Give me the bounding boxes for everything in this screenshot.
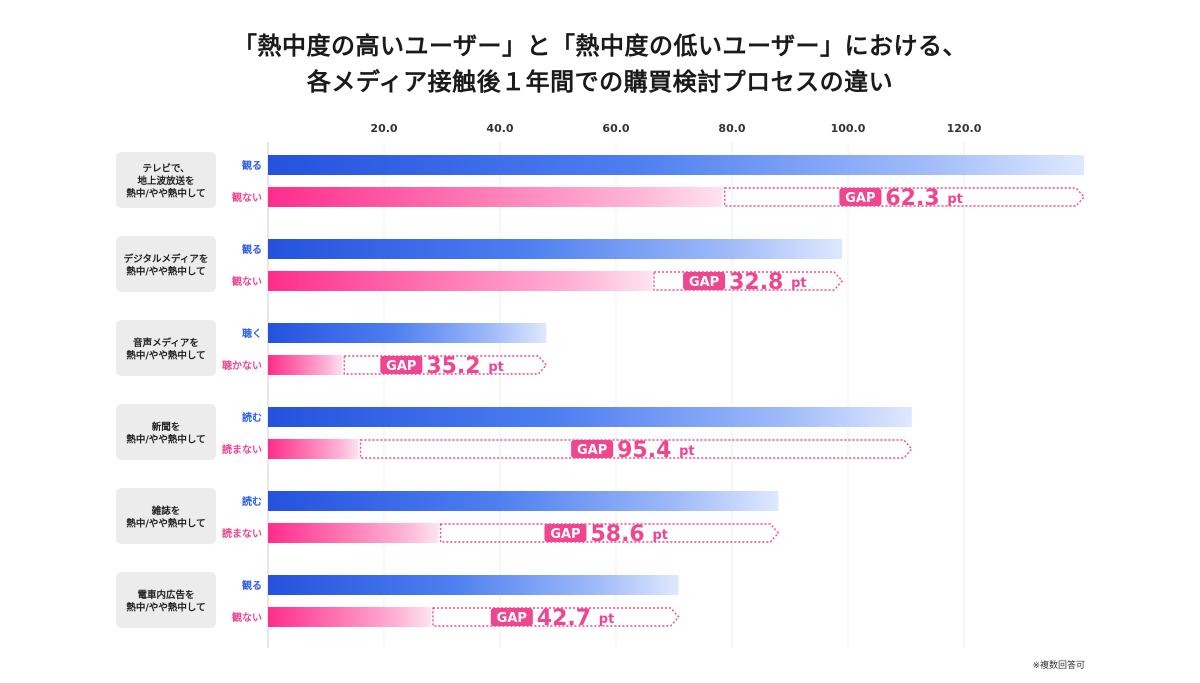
gap-unit: pt [652, 528, 668, 543]
chart-title-line2: 各メディア接触後１年間での購買検討プロセスの違い [306, 68, 894, 96]
category-box [116, 236, 216, 292]
gap-badge [490, 608, 533, 626]
gap-unit: pt [947, 192, 963, 207]
gap-unit: pt [488, 360, 504, 375]
category-box [116, 320, 216, 376]
bar-high [268, 575, 679, 595]
gap-unit: pt [791, 276, 807, 291]
category-label: 新聞を [152, 421, 181, 433]
bar-low [268, 355, 343, 375]
gap-value: 58.6 [590, 522, 644, 547]
series-label-high: 観る [242, 579, 262, 592]
series-label-high: 観る [242, 159, 262, 172]
bar-low [268, 439, 359, 459]
x-tick-label: 120.0 [947, 122, 982, 135]
series-label-high: 読む [242, 495, 262, 508]
category-label: 熱中/やや熱中して [126, 517, 205, 529]
footnote: ※複数回答可 [1032, 661, 1085, 671]
category-box [116, 152, 216, 208]
series-label-high: 読む [242, 411, 262, 424]
category-label: 電車内広告を [137, 589, 194, 601]
gap-badge [380, 356, 423, 374]
chart-title-line1: 「熱中度の高いユーザー」と「熱中度の低いユーザー」における、 [232, 32, 968, 60]
gap-value-bg [589, 525, 674, 541]
category-label: テレビで、 [142, 163, 189, 175]
series-label-low: 観ない [232, 275, 262, 288]
bar-high [268, 407, 912, 427]
category-label: 雑誌を [151, 505, 181, 517]
gap-value-bg [425, 357, 510, 373]
gap-value: 42.7 [537, 606, 591, 631]
series-label-high: 聴く [242, 327, 262, 340]
x-tick-label: 20.0 [370, 122, 397, 135]
gap-badge-label: GAP [689, 275, 719, 290]
category-label: 熱中/やや熱中して [126, 349, 205, 361]
gap-unit: pt [599, 612, 615, 627]
category-label: 熱中/やや熱中して [126, 433, 205, 445]
category-box [116, 488, 216, 544]
category-label: デジタルメディアを [124, 253, 209, 265]
gap-value-bg [616, 441, 701, 457]
category-box [116, 572, 216, 628]
series-label-low: 聴かない [222, 359, 262, 372]
gap-value: 95.4 [617, 438, 671, 463]
category-box [116, 404, 216, 460]
gap-value-bg [535, 609, 620, 625]
gap-badge-label: GAP [550, 527, 580, 542]
x-tick-label: 100.0 [831, 122, 866, 135]
gap-badge-label: GAP [577, 443, 607, 458]
bar-high [268, 491, 779, 511]
gap-unit: pt [679, 444, 695, 459]
x-tick-label: 80.0 [718, 122, 745, 135]
bar-high [268, 155, 1085, 175]
category-label: 熱中/やや熱中して [126, 188, 205, 200]
series-label-low: 観ない [232, 611, 262, 624]
bar-high [268, 323, 547, 343]
gap-badge [839, 188, 882, 206]
gap-arrow [343, 355, 548, 375]
gap-value: 35.2 [426, 354, 480, 379]
gap-badge-label: GAP [845, 191, 875, 206]
gap-value: 62.3 [885, 186, 939, 211]
gap-arrow [359, 439, 913, 459]
gap-value-bg [884, 189, 969, 205]
bar-low [268, 187, 723, 207]
series-label-low: 観ない [232, 191, 262, 204]
category-label: 熱中/やや熱中して [126, 601, 205, 613]
category-label: 地上波放送を [137, 175, 194, 187]
gap-value: 32.8 [729, 270, 783, 295]
gap-value-bg [728, 273, 813, 289]
gap-badge [683, 272, 726, 290]
gap-badge-label: GAP [497, 611, 527, 626]
series-label-low: 読まない [222, 527, 262, 540]
gap-badge [544, 524, 587, 542]
gap-badge [571, 440, 614, 458]
x-tick-label: 40.0 [486, 122, 513, 135]
bar-low [268, 271, 652, 291]
gap-badge-label: GAP [386, 359, 416, 374]
category-label: 熱中/やや熱中して [126, 265, 205, 277]
gap-arrow [724, 187, 1085, 207]
series-label-low: 読まない [222, 443, 262, 456]
bar-high [268, 239, 843, 259]
x-tick-label: 60.0 [602, 122, 629, 135]
series-label-high: 観る [242, 243, 262, 256]
bar-low [268, 523, 439, 543]
bar-low [268, 607, 431, 627]
category-label: 音声メディアを [133, 337, 199, 349]
